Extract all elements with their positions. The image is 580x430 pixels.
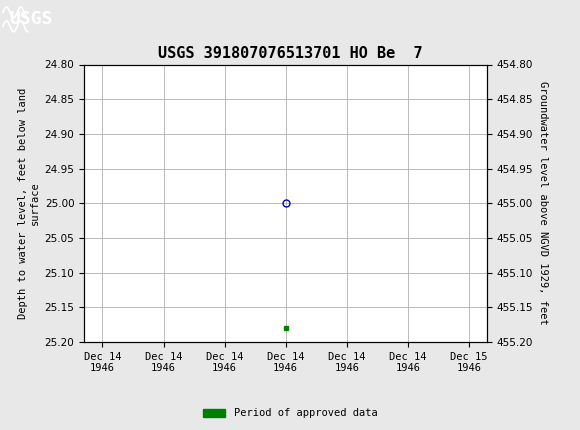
Y-axis label: Depth to water level, feet below land
surface: Depth to water level, feet below land su… — [18, 88, 41, 319]
Text: USGS: USGS — [9, 10, 52, 28]
Y-axis label: Groundwater level above NGVD 1929, feet: Groundwater level above NGVD 1929, feet — [538, 81, 548, 325]
Text: USGS 391807076513701 HO Be  7: USGS 391807076513701 HO Be 7 — [158, 46, 422, 61]
Legend: Period of approved data: Period of approved data — [198, 404, 382, 423]
